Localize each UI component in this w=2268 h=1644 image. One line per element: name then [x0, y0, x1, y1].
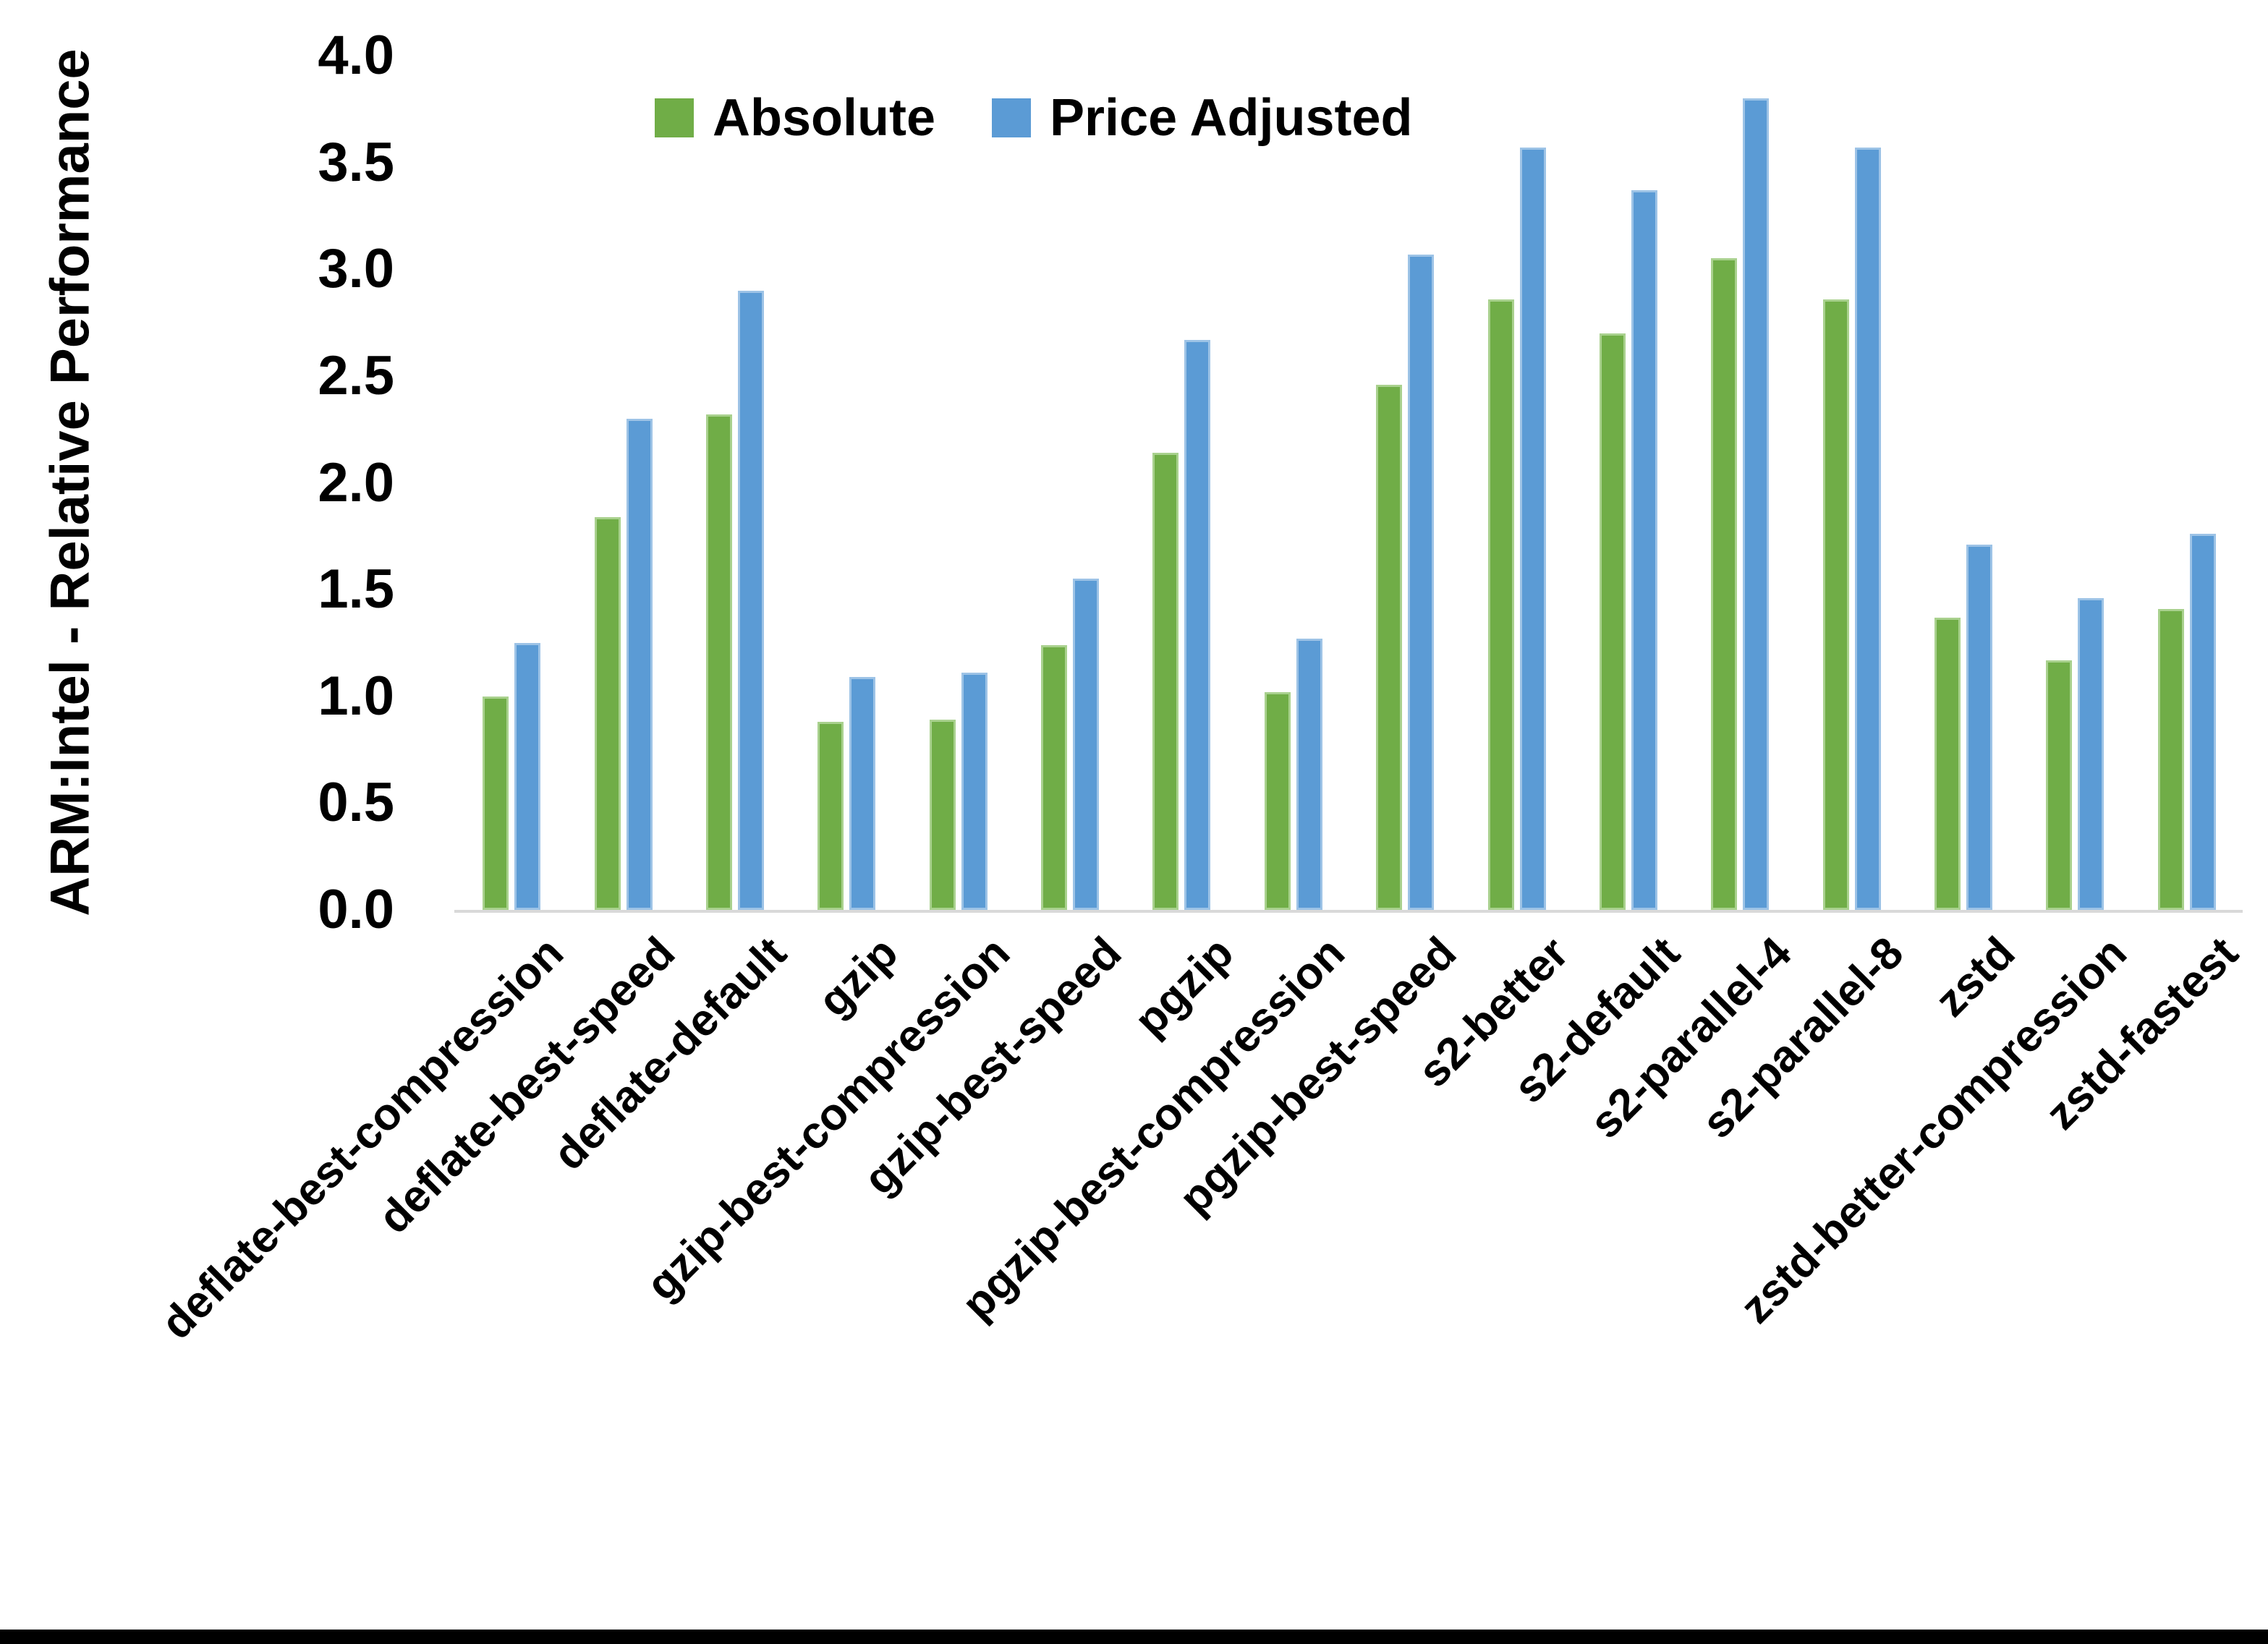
- bar-absolute-deflate-best-compression: [483, 696, 509, 910]
- y-tick-label-2.0: 2.0: [318, 451, 394, 514]
- legend-label-price-adjusted: Price Adjusted: [1050, 89, 1413, 147]
- bar-absolute-zstd-better-compression: [2046, 660, 2073, 910]
- bar-absolute-deflate-best-speed: [594, 516, 621, 910]
- y-tick-label-1.5: 1.5: [318, 558, 394, 621]
- y-tick-label-3.5: 3.5: [318, 131, 394, 193]
- bar-price-adjusted-s2-parallel-4: [1743, 98, 1770, 910]
- bar-absolute-zstd: [1934, 617, 1961, 910]
- bar-absolute-gzip: [817, 722, 844, 910]
- bottom-border-bar: [0, 1630, 2268, 1644]
- bar-price-adjusted-gzip-best-compression: [961, 673, 988, 910]
- legend-item-absolute: Absolute: [655, 88, 935, 148]
- bar-absolute-s2-parallel-4: [1711, 258, 1738, 910]
- x-tick-label-gzip: gzip: [809, 927, 908, 1027]
- bar-price-adjusted-gzip-best-speed: [1073, 579, 1100, 910]
- legend-swatch-absolute: [655, 98, 694, 137]
- bar-price-adjusted-pgzip-best-speed: [1408, 254, 1435, 910]
- bar-absolute-pgzip-best-speed: [1376, 384, 1403, 910]
- x-tick-label-zstd: zstd: [1926, 927, 2025, 1027]
- bar-absolute-s2-parallel-8: [1822, 299, 1849, 910]
- bar-absolute-gzip-best-compression: [929, 720, 956, 910]
- y-tick-label-3.0: 3.0: [318, 238, 394, 300]
- y-tick-label-0.0: 0.0: [318, 879, 394, 940]
- bar-absolute-pgzip: [1152, 453, 1179, 910]
- y-tick-label-0.5: 0.5: [318, 772, 394, 834]
- legend-swatch-price-adjusted: [992, 98, 1032, 137]
- y-tick-label-2.5: 2.5: [318, 344, 394, 406]
- bar-absolute-s2-default: [1599, 333, 1626, 910]
- x-axis-line: [454, 910, 2243, 913]
- bar-price-adjusted-deflate-best-speed: [626, 418, 653, 910]
- bar-absolute-gzip-best-speed: [1041, 644, 1068, 910]
- legend-label-absolute: Absolute: [713, 89, 936, 147]
- bar-absolute-s2-better: [1487, 299, 1514, 910]
- legend-item-price-adjusted: Price Adjusted: [992, 88, 1412, 148]
- bar-absolute-deflate-default: [705, 414, 732, 910]
- bar-price-adjusted-pgzip-best-compression: [1296, 639, 1322, 910]
- bar-price-adjusted-gzip: [849, 677, 876, 910]
- bar-price-adjusted-s2-default: [1631, 190, 1657, 910]
- bar-price-adjusted-pgzip: [1184, 339, 1211, 910]
- bar-price-adjusted-deflate-best-compression: [514, 642, 541, 910]
- bar-price-adjusted-s2-parallel-8: [1854, 147, 1881, 910]
- y-tick-label-1.0: 1.0: [318, 665, 394, 727]
- bar-price-adjusted-deflate-default: [737, 290, 764, 910]
- bar-price-adjusted-zstd: [1966, 545, 1993, 910]
- bar-price-adjusted-s2-better: [1519, 147, 1546, 910]
- bar-price-adjusted-zstd-better-compression: [2078, 597, 2105, 910]
- legend: Absolute Price Adjusted: [655, 88, 1412, 148]
- bar-price-adjusted-zstd-fastest: [2189, 534, 2216, 910]
- bar-absolute-zstd-fastest: [2157, 608, 2184, 910]
- bar-absolute-pgzip-best-compression: [1264, 691, 1291, 910]
- y-tick-label-4.0: 4.0: [318, 25, 394, 86]
